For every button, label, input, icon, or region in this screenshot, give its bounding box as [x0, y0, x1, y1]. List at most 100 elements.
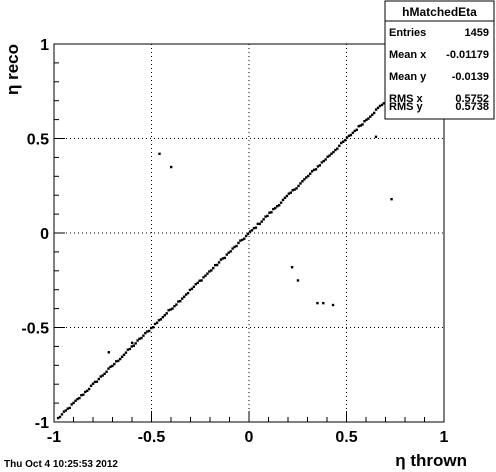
outlier-point — [390, 197, 393, 201]
data-point — [153, 322, 157, 326]
data-point — [283, 196, 287, 199]
data-point — [295, 187, 298, 190]
data-point — [115, 360, 118, 363]
data-point — [252, 226, 256, 230]
data-point — [357, 125, 360, 128]
data-point — [120, 355, 124, 359]
data-point — [179, 299, 182, 303]
x-tick-label: 1 — [440, 429, 449, 446]
data-point — [305, 176, 308, 179]
data-point — [190, 287, 194, 290]
data-point — [281, 198, 285, 202]
stats-value-entries: 1459 — [465, 27, 489, 39]
data-point — [361, 123, 364, 126]
data-point — [66, 407, 69, 410]
data-point — [299, 182, 302, 185]
outlier-point — [170, 165, 173, 169]
data-point — [105, 370, 108, 373]
y-tick-label: 0 — [40, 226, 49, 243]
data-point — [60, 413, 64, 416]
data-point — [326, 155, 329, 158]
data-point — [56, 416, 60, 420]
data-point — [314, 168, 318, 171]
data-point — [198, 279, 201, 282]
data-point — [91, 382, 95, 385]
data-point — [312, 168, 316, 172]
data-point — [124, 351, 128, 354]
data-point — [382, 102, 386, 105]
data-point — [161, 315, 165, 319]
outlier-point — [316, 301, 319, 305]
data-point — [303, 178, 306, 181]
x-tick-label: -1 — [47, 429, 61, 446]
data-point — [149, 326, 153, 330]
data-point — [318, 164, 322, 167]
y-tick-label: -1 — [35, 415, 49, 432]
data-point — [260, 220, 263, 223]
data-point — [340, 141, 343, 145]
stats-value-rms-x: 0.5752 — [455, 93, 489, 105]
data-point — [89, 384, 93, 388]
data-point — [74, 399, 77, 402]
data-point — [289, 191, 292, 194]
outlier-point — [322, 301, 325, 305]
data-point — [85, 389, 89, 393]
data-point — [206, 272, 209, 275]
data-point — [291, 188, 294, 192]
grid-lines — [54, 44, 444, 422]
data-point — [324, 158, 327, 161]
data-point — [355, 128, 358, 132]
data-point — [146, 330, 149, 333]
data-point — [194, 282, 197, 286]
data-point — [239, 239, 242, 242]
y-tick-labels: -1 -0.5 0 0.5 1 — [21, 37, 49, 432]
data-point — [322, 159, 325, 163]
data-point — [270, 211, 273, 214]
data-point — [157, 319, 161, 322]
data-point — [64, 409, 68, 412]
y-axis-title: η reco — [3, 44, 22, 95]
data-point — [82, 393, 85, 396]
outlier-point — [290, 266, 294, 269]
data-point — [177, 300, 180, 303]
data-point — [186, 291, 190, 295]
data-point — [241, 238, 244, 242]
data-point — [171, 307, 174, 310]
data-point — [285, 194, 289, 198]
data-point — [76, 397, 79, 401]
data-point — [332, 150, 335, 154]
data-point — [118, 357, 122, 361]
data-point — [233, 245, 236, 249]
data-point — [266, 214, 269, 218]
data-point — [103, 372, 106, 376]
data-point — [307, 174, 310, 178]
outlier-point — [331, 303, 335, 307]
data-point — [202, 276, 205, 279]
stats-value-mean-x: -0.01179 — [446, 49, 489, 61]
stats-label-rms-x: RMS x — [389, 93, 424, 105]
data-point — [151, 326, 155, 329]
y-tick-label: -0.5 — [21, 321, 49, 338]
stats-label-rms-y: RMS y — [389, 101, 424, 113]
data-point — [167, 309, 170, 312]
data-point — [163, 314, 166, 317]
data-point — [213, 263, 217, 267]
data-point — [144, 331, 147, 335]
data-point — [316, 165, 320, 168]
data-point — [196, 281, 199, 285]
data-point — [345, 136, 349, 139]
data-point — [68, 406, 71, 410]
data-point — [148, 329, 151, 333]
data-point — [376, 106, 380, 110]
data-point — [349, 133, 353, 137]
data-point — [215, 263, 219, 267]
outlier-point — [158, 152, 161, 156]
data-point — [184, 293, 188, 296]
data-point — [93, 380, 97, 384]
y-tick-label: 0.5 — [27, 132, 49, 149]
x-tick-label: 0.5 — [335, 429, 357, 446]
data-point — [95, 380, 99, 383]
timestamp: Thu Oct 4 10:25:53 2012 — [4, 459, 118, 470]
data-point — [204, 274, 207, 277]
data-point — [142, 334, 145, 337]
